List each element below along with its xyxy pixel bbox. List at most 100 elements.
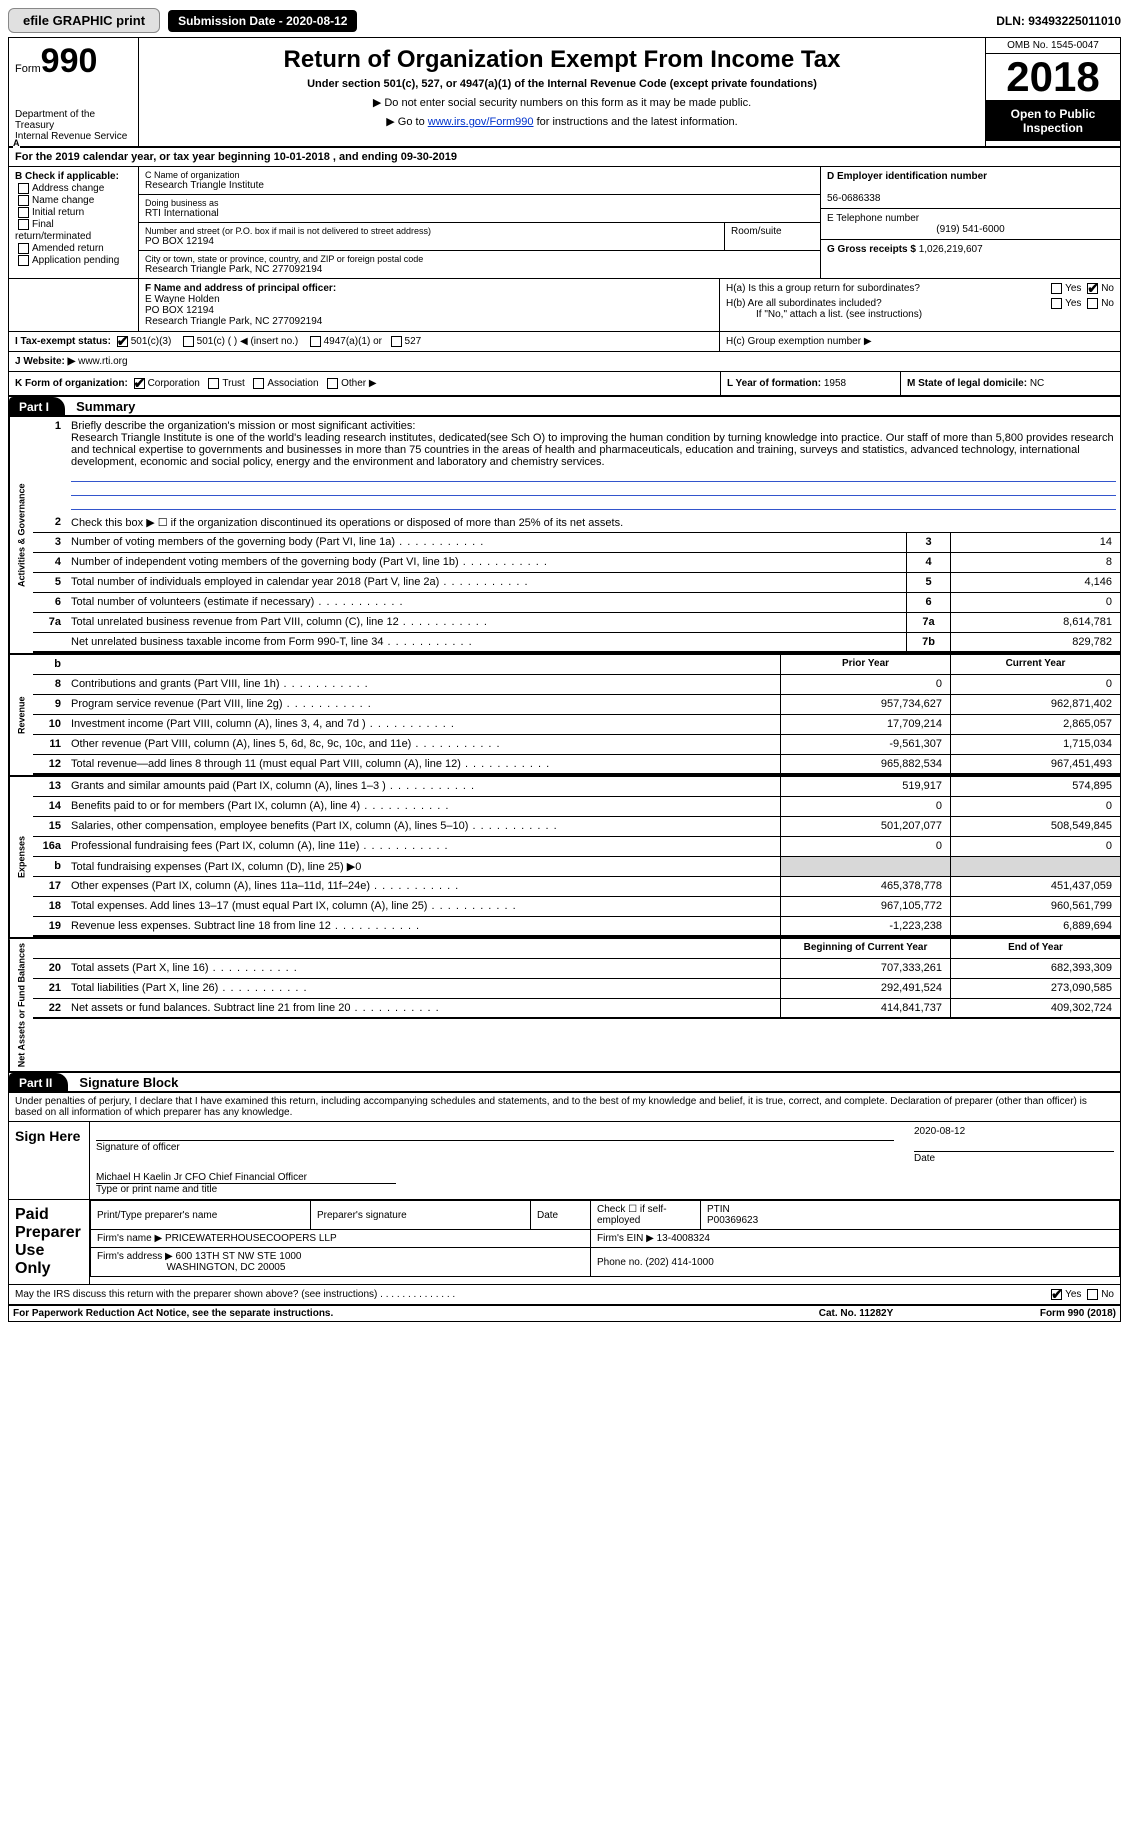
l2-num: 2: [33, 513, 67, 532]
form-id-block: Form990 Department of the Treasury Inter…: [9, 38, 139, 146]
officer-name: E Wayne Holden: [145, 294, 220, 305]
phone-value: (919) 541-6000: [827, 224, 1114, 235]
rev-b: b: [33, 655, 67, 674]
h-a: H(a) Is this a group return for subordin…: [726, 283, 1114, 294]
side-gov: Activities & Governance: [9, 417, 33, 653]
exp-num: b: [33, 857, 67, 876]
exp-num: 16a: [33, 837, 67, 856]
l2-text: Check this box ▶ ☐ if the organization d…: [67, 513, 1120, 532]
cat-no: Cat. No. 11282Y: [756, 1308, 956, 1319]
cb-trust[interactable]: [208, 378, 219, 389]
irs-yes[interactable]: [1051, 1289, 1062, 1300]
ha-no[interactable]: [1087, 283, 1098, 294]
ssn-note: Do not enter social security numbers on …: [147, 96, 977, 109]
h-b: H(b) Are all subordinates included? Yes …: [726, 298, 1114, 309]
cb-final-return[interactable]: Final return/terminated: [15, 219, 132, 241]
gov-val: 14: [950, 533, 1120, 552]
bal-prior-hdr: Beginning of Current Year: [780, 939, 950, 958]
year-formed: 1958: [824, 378, 846, 389]
gov-num: 6: [33, 593, 67, 612]
box-b: B Check if applicable: Address change Na…: [9, 167, 139, 278]
pt-sig-lbl: Preparer's signature: [311, 1201, 531, 1230]
cb-initial-return[interactable]: Initial return: [15, 207, 132, 218]
may-irs-discuss: May the IRS discuss this return with the…: [15, 1289, 377, 1300]
rev-curr: 0: [950, 675, 1120, 694]
h-c: H(c) Group exemption number ▶: [720, 332, 1120, 351]
cb-name-change[interactable]: Name change: [15, 195, 132, 206]
exp-desc: Salaries, other compensation, employee b…: [67, 817, 780, 836]
cb-amended-return[interactable]: Amended return: [15, 243, 132, 254]
rev-curr: 1,715,034: [950, 735, 1120, 754]
dots: . . . . . . . . . . . . . .: [380, 1289, 455, 1300]
box-b-title: B Check if applicable:: [15, 171, 132, 182]
side-bal: Net Assets or Fund Balances: [9, 939, 33, 1071]
exp-num: 17: [33, 877, 67, 896]
box-j-label: J Website: ▶: [15, 356, 75, 367]
box-f-label: F Name and address of principal officer:: [145, 283, 336, 294]
sig-officer-label: Signature of officer: [96, 1140, 894, 1153]
omb-number: OMB No. 1545-0047: [986, 38, 1120, 54]
exp-curr: 960,561,799: [950, 897, 1120, 916]
paperwork-notice: For Paperwork Reduction Act Notice, see …: [13, 1308, 756, 1319]
line-a: A For the 2019 calendar year, or tax yea…: [9, 148, 1120, 167]
bal-num: 20: [33, 959, 67, 978]
gov-num: 7a: [33, 613, 67, 632]
exp-prior: 465,378,778: [780, 877, 950, 896]
exp-prior: 519,917: [780, 777, 950, 796]
rev-prior: 965,882,534: [780, 755, 950, 773]
cb-corporation[interactable]: [134, 378, 145, 389]
form-990-container: Form990 Department of the Treasury Inter…: [8, 37, 1121, 1322]
cb-address-change[interactable]: Address change: [15, 183, 132, 194]
cb-501c3[interactable]: [117, 336, 128, 347]
paid-preparer-label: Paid Preparer Use Only: [9, 1200, 89, 1284]
mission-line: [71, 470, 1116, 482]
exp-curr: 0: [950, 837, 1120, 856]
box-e-label: E Telephone number: [827, 213, 919, 224]
rev-prior: 0: [780, 675, 950, 694]
pt-name-lbl: Print/Type preparer's name: [91, 1201, 311, 1230]
box-l-label: L Year of formation:: [727, 378, 821, 389]
cb-501c[interactable]: [183, 336, 194, 347]
box-i-label: I Tax-exempt status:: [15, 336, 111, 347]
efile-print-button[interactable]: efile GRAPHIC print: [8, 8, 160, 33]
cb-application-pending[interactable]: Application pending: [15, 255, 132, 266]
hb-yes[interactable]: [1051, 298, 1062, 309]
city-value: Research Triangle Park, NC 277092194: [145, 264, 814, 275]
mission-line: [71, 484, 1116, 496]
exp-num: 13: [33, 777, 67, 796]
officer-print-name: Michael H Kaelin Jr CFO Chief Financial …: [96, 1172, 396, 1184]
note2-post: for instructions and the latest informat…: [534, 116, 738, 128]
cb-527[interactable]: [391, 336, 402, 347]
cb-assoc[interactable]: [253, 378, 264, 389]
irs-no[interactable]: [1087, 1289, 1098, 1300]
exp-prior: 967,105,772: [780, 897, 950, 916]
exp-prior: 0: [780, 837, 950, 856]
ha-yes[interactable]: [1051, 283, 1062, 294]
prior-year-hdr: Prior Year: [780, 655, 950, 674]
box-c-name-label: C Name of organization: [145, 170, 814, 180]
submission-date: Submission Date - 2020-08-12: [168, 10, 357, 32]
exp-curr: [950, 857, 1120, 876]
hb-no[interactable]: [1087, 298, 1098, 309]
bal-desc: Total liabilities (Part X, line 26): [67, 979, 780, 998]
cb-other[interactable]: [327, 378, 338, 389]
exp-curr: 574,895: [950, 777, 1120, 796]
gov-desc: Number of voting members of the governin…: [67, 533, 906, 552]
dba-value: RTI International: [145, 208, 814, 219]
dba-label: Doing business as: [145, 198, 814, 208]
rev-desc: Total revenue—add lines 8 through 11 (mu…: [67, 755, 780, 773]
note2-pre: Go to: [398, 116, 428, 128]
ptin-val: P00369623: [707, 1215, 758, 1226]
officer-addr1: PO BOX 12194: [145, 305, 214, 316]
irs-link[interactable]: www.irs.gov/Form990: [428, 116, 534, 128]
gov-num: 5: [33, 573, 67, 592]
gross-receipts-value: 1,026,219,607: [919, 244, 983, 255]
cb-4947[interactable]: [310, 336, 321, 347]
ein-value: 56-0686338: [827, 193, 880, 204]
exp-curr: 0: [950, 797, 1120, 816]
gov-val: 8: [950, 553, 1120, 572]
gov-box: 6: [906, 593, 950, 612]
box-k-label: K Form of organization:: [15, 378, 128, 389]
firm-name-lbl: Firm's name ▶: [97, 1233, 162, 1244]
rev-curr: 2,865,057: [950, 715, 1120, 734]
